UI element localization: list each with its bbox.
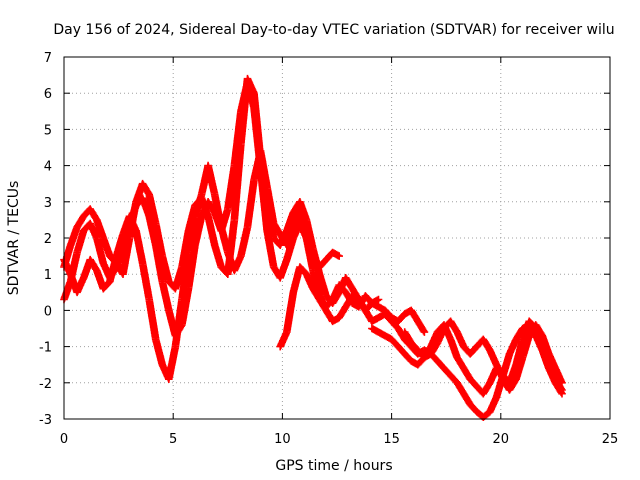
grid — [64, 57, 610, 419]
x-tick-label: 10 — [274, 432, 291, 447]
plot-area — [60, 74, 566, 421]
y-tick-label: 2 — [44, 232, 52, 247]
y-tick-label: -3 — [39, 413, 52, 428]
series-track-6 — [400, 317, 566, 394]
series-marker-trail — [60, 148, 428, 382]
y-tick-label: 7 — [44, 51, 52, 66]
y-tick-label: -2 — [39, 377, 52, 392]
x-tick-label: 15 — [383, 432, 400, 447]
y-tick-label: 3 — [44, 196, 52, 211]
x-tick-label: 0 — [60, 432, 68, 447]
y-tick-label: 4 — [44, 160, 52, 175]
x-tick-label: 5 — [169, 432, 177, 447]
x-tick-label: 20 — [493, 432, 510, 447]
x-tick-label: 25 — [602, 432, 619, 447]
series-marker-trail — [369, 318, 565, 397]
y-tick-label: 0 — [44, 304, 52, 319]
y-axis-label: SDTVAR / TECUs — [6, 181, 22, 296]
series-marker-trail — [401, 318, 566, 393]
y-tick-label: -1 — [39, 341, 52, 356]
y-tick-label: 6 — [44, 87, 52, 102]
series-track-5 — [368, 317, 566, 398]
y-tick-label: 1 — [44, 268, 52, 283]
plot-frame — [63, 56, 611, 420]
x-axis-label: GPS time / hours — [275, 458, 392, 474]
chart-title: Day 156 of 2024, Sidereal Day-to-day VTE… — [53, 22, 614, 38]
y-tick-label: 5 — [44, 123, 52, 138]
